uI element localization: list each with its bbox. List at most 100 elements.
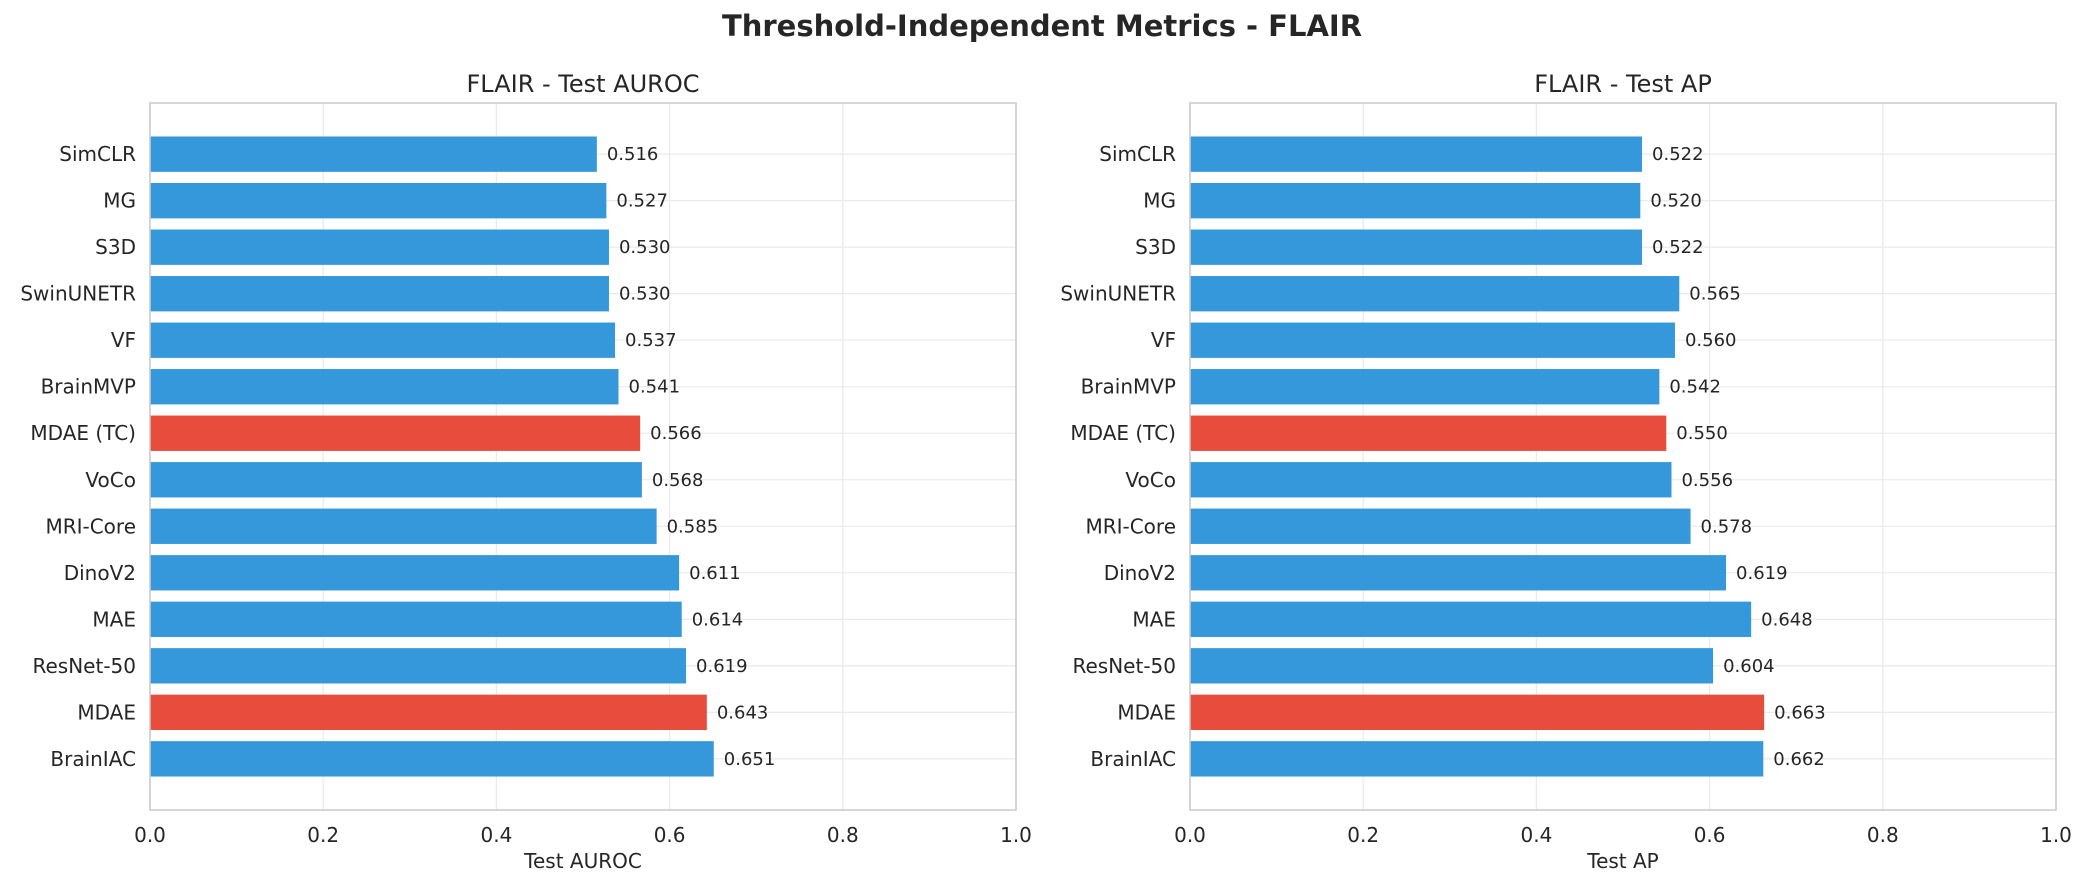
auroc-value-label: 0.527	[616, 191, 668, 212]
auroc-category-label: VF	[111, 328, 136, 352]
auroc-x-tick-label: 0.2	[307, 823, 339, 847]
auroc-bar	[150, 694, 707, 730]
auroc-bar	[150, 229, 609, 265]
ap-value-label: 0.542	[1669, 377, 1721, 398]
ap-category-label: BrainMVP	[1081, 375, 1176, 399]
auroc-value-label: 0.611	[689, 563, 741, 584]
auroc-plot-frame	[149, 102, 1017, 811]
auroc-category-label: VoCo	[85, 468, 136, 492]
ap-bar	[1190, 369, 1660, 405]
auroc-value-label: 0.619	[696, 656, 748, 677]
figure-title: Threshold-Independent Metrics - FLAIR	[722, 9, 1362, 43]
auroc-category-label: S3D	[95, 235, 136, 259]
auroc-category-label: BrainIAC	[50, 747, 136, 771]
ap-category-label: S3D	[1135, 235, 1176, 259]
auroc-category-label: BrainMVP	[41, 375, 136, 399]
auroc-value-label: 0.643	[717, 702, 769, 723]
ap-x-tick-label: 0.6	[1694, 823, 1726, 847]
auroc-bar	[150, 322, 616, 358]
auroc-category-label: MDAE	[77, 700, 136, 724]
ap-x-tick-label: 1.0	[2040, 823, 2072, 847]
auroc-bar	[150, 276, 609, 312]
ap-value-label: 0.578	[1701, 516, 1753, 537]
auroc-value-label: 0.568	[652, 470, 704, 491]
ap-value-label: 0.663	[1774, 702, 1826, 723]
auroc-x-axis-label: Test AUROC	[523, 849, 642, 873]
ap-value-label: 0.520	[1650, 191, 1702, 212]
ap-category-label: MG	[1143, 189, 1176, 213]
ap-category-label: VF	[1151, 328, 1176, 352]
ap-bar	[1190, 555, 1727, 591]
ap-category-label: BrainIAC	[1090, 747, 1176, 771]
auroc-category-label: MAE	[92, 607, 136, 631]
ap-bar	[1190, 229, 1643, 265]
panel-auroc: 0.516 SimCLR 0.527 MG 0.530 S3D 0.530 SwinUNETR…	[20, 70, 1032, 873]
ap-bar	[1190, 322, 1675, 358]
auroc-x-tick-label: 1.0	[1000, 823, 1032, 847]
ap-bar	[1190, 415, 1667, 451]
auroc-category-label: MDAE (TC)	[30, 421, 136, 445]
ap-chart-title: FLAIR - Test AP	[1534, 70, 1712, 98]
auroc-value-label: 0.585	[667, 516, 719, 537]
auroc-category-label: SimCLR	[59, 142, 136, 166]
ap-bar	[1190, 694, 1765, 730]
ap-value-label: 0.550	[1676, 423, 1728, 444]
auroc-value-label: 0.537	[625, 330, 677, 351]
auroc-category-label: ResNet-50	[33, 654, 137, 678]
ap-category-label: MDAE	[1117, 700, 1176, 724]
auroc-value-label: 0.516	[607, 144, 659, 165]
ap-value-label: 0.522	[1652, 144, 1704, 165]
ap-bar	[1190, 601, 1752, 637]
auroc-value-label: 0.530	[619, 237, 671, 258]
ap-value-label: 0.565	[1689, 284, 1741, 305]
ap-bar	[1190, 462, 1672, 498]
ap-category-label: MRI-Core	[1085, 514, 1176, 538]
auroc-x-tick-label: 0.4	[480, 823, 512, 847]
ap-bar	[1190, 183, 1641, 219]
ap-x-axis-label: Test AP	[1586, 849, 1658, 873]
auroc-value-label: 0.530	[619, 284, 671, 305]
ap-bar	[1190, 648, 1714, 684]
auroc-bar	[150, 462, 642, 498]
ap-bar	[1190, 136, 1643, 172]
auroc-category-label: SwinUNETR	[20, 282, 136, 306]
ap-value-label: 0.560	[1685, 330, 1737, 351]
auroc-category-label: MG	[103, 189, 136, 213]
ap-x-tick-label: 0.4	[1520, 823, 1552, 847]
ap-bar	[1190, 741, 1764, 777]
auroc-x-tick-label: 0.8	[827, 823, 859, 847]
ap-value-label: 0.522	[1652, 237, 1704, 258]
ap-category-label: DinoV2	[1104, 561, 1176, 585]
auroc-bar	[150, 601, 682, 637]
auroc-category-label: MRI-Core	[45, 514, 136, 538]
auroc-bar	[150, 183, 607, 219]
auroc-bar	[150, 415, 641, 451]
ap-category-label: SwinUNETR	[1060, 282, 1176, 306]
auroc-value-label: 0.614	[692, 609, 744, 630]
ap-category-label: ResNet-50	[1073, 654, 1177, 678]
ap-category-label: SimCLR	[1099, 142, 1176, 166]
ap-category-label: MAE	[1132, 607, 1176, 631]
auroc-x-tick-label: 0.0	[134, 823, 166, 847]
auroc-chart-title: FLAIR - Test AUROC	[466, 70, 699, 98]
ap-category-label: MDAE (TC)	[1070, 421, 1176, 445]
auroc-value-label: 0.651	[724, 749, 776, 770]
ap-value-label: 0.648	[1761, 609, 1813, 630]
ap-plot-frame	[1189, 102, 2057, 811]
auroc-bar	[150, 136, 597, 172]
ap-x-tick-label: 0.0	[1174, 823, 1206, 847]
auroc-value-label: 0.541	[629, 377, 681, 398]
auroc-bar	[150, 369, 619, 405]
auroc-bar	[150, 648, 687, 684]
ap-bar	[1190, 276, 1680, 312]
auroc-bar	[150, 555, 680, 591]
ap-value-label: 0.556	[1681, 470, 1733, 491]
ap-value-label: 0.619	[1736, 563, 1788, 584]
ap-bar	[1190, 508, 1691, 544]
ap-x-tick-label: 0.2	[1347, 823, 1379, 847]
auroc-value-label: 0.566	[650, 423, 702, 444]
ap-category-label: VoCo	[1125, 468, 1176, 492]
auroc-bar	[150, 508, 657, 544]
ap-value-label: 0.662	[1773, 749, 1825, 770]
